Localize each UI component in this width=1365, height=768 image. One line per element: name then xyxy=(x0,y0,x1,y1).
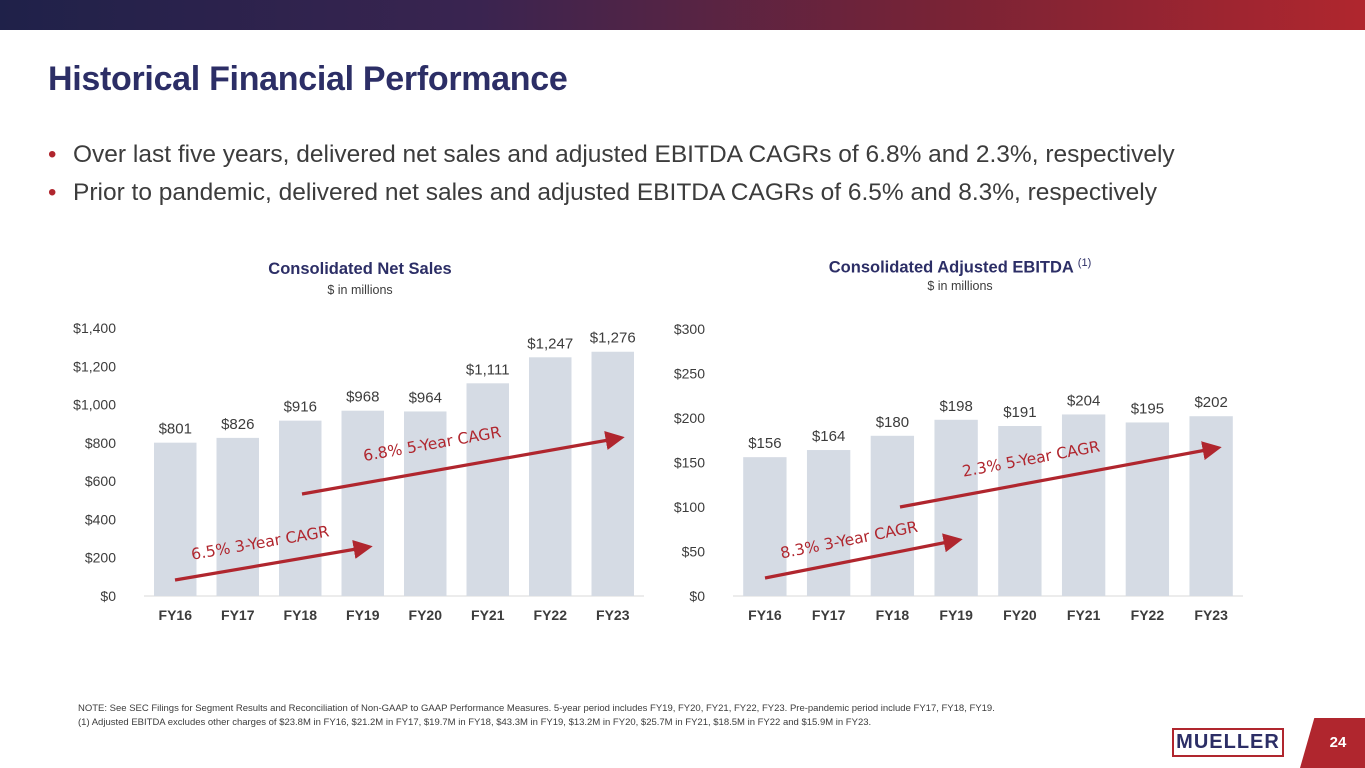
x-tick-label: FY23 xyxy=(1194,607,1228,623)
data-label: $202 xyxy=(1194,394,1227,411)
bar xyxy=(404,411,447,596)
cagr-arrow xyxy=(301,431,625,496)
net-sales-chart: Consolidated Net Sales $ in millions $0 $… xyxy=(60,255,660,635)
top-banner xyxy=(0,0,1365,30)
cagr-arrow xyxy=(899,441,1222,509)
y-tick-label: $0 xyxy=(100,588,116,604)
data-label: $916 xyxy=(284,399,317,416)
y-tick-label: $200 xyxy=(85,550,116,566)
y-tick-label: $1,000 xyxy=(73,397,116,413)
bar xyxy=(1189,416,1233,596)
x-tick-label: FY20 xyxy=(1003,607,1037,623)
data-label: $204 xyxy=(1067,392,1100,409)
y-tick-label: $250 xyxy=(674,366,705,382)
bar xyxy=(591,351,634,596)
footnotes: NOTE: See SEC Filings for Segment Result… xyxy=(78,702,995,730)
adjusted-ebitda-chart: Consolidated Adjusted EBITDA (1) $ in mi… xyxy=(660,252,1260,632)
x-tick-label: FY22 xyxy=(534,607,568,623)
data-label: $801 xyxy=(159,421,192,438)
bar xyxy=(154,442,197,596)
y-tick-label: $300 xyxy=(674,321,705,337)
x-tick-label: FY21 xyxy=(1067,607,1101,623)
x-tick-label: FY20 xyxy=(409,607,443,623)
y-tick-label: $200 xyxy=(674,410,705,426)
x-tick-label: FY19 xyxy=(939,607,973,623)
chart-title-text: Consolidated Net Sales xyxy=(268,260,452,278)
x-tick-label: FY18 xyxy=(876,607,910,623)
y-tick-label: $150 xyxy=(674,455,705,471)
bar xyxy=(998,426,1042,596)
bar xyxy=(341,410,384,596)
x-tick-label: FY18 xyxy=(284,607,318,623)
bullet-item: • Over last five years, delivered net sal… xyxy=(48,136,1175,174)
x-tick-label: FY16 xyxy=(159,607,193,623)
data-label: $156 xyxy=(748,435,781,452)
x-tick-label: FY22 xyxy=(1131,607,1165,623)
bar xyxy=(806,450,851,596)
x-tick-label: FY21 xyxy=(471,607,505,623)
x-tick-label: FY23 xyxy=(596,607,630,623)
note-line: (1) Adjusted EBITDA excludes other charg… xyxy=(78,717,872,728)
data-label: $180 xyxy=(876,414,909,431)
page-number: 24 xyxy=(1329,734,1347,751)
y-tick-label: $1,400 xyxy=(73,320,116,336)
bar xyxy=(743,457,787,596)
chart-title: Consolidated Adjusted EBITDA (1) xyxy=(660,257,1260,278)
bar xyxy=(466,383,509,596)
note-line: NOTE: See SEC Filings for Segment Result… xyxy=(78,703,995,714)
bar xyxy=(279,420,322,596)
data-label: $195 xyxy=(1131,400,1164,417)
data-label: $1,111 xyxy=(466,361,510,378)
page-title: Historical Financial Performance xyxy=(48,60,568,98)
adjusted-ebitda-plot: $0 $50 $100 $150 $200 $250 $300 $156 FY16 $164 FY1… xyxy=(674,321,1243,623)
y-tick-label: $0 xyxy=(689,588,705,604)
x-tick-label: FY17 xyxy=(812,607,846,623)
bar xyxy=(934,419,978,596)
data-label: $968 xyxy=(346,389,379,406)
y-tick-label: $600 xyxy=(85,473,116,489)
y-tick-label: $100 xyxy=(674,499,705,515)
cagr-arrow xyxy=(764,533,963,580)
y-tick-label: $400 xyxy=(85,511,116,527)
chart-subtitle: $ in millions xyxy=(927,279,993,293)
data-label: $1,276 xyxy=(590,330,636,347)
data-label: $826 xyxy=(221,416,254,433)
x-tick-label: FY17 xyxy=(221,607,255,623)
y-tick-label: $1,200 xyxy=(73,358,116,374)
data-label: $1,247 xyxy=(527,335,573,352)
x-tick-label: FY16 xyxy=(748,607,782,623)
chart-title-text: Consolidated Adjusted EBITDA xyxy=(828,258,1074,277)
bar xyxy=(1125,422,1170,596)
chart-title: Consolidated Net Sales xyxy=(60,260,660,279)
data-label: $191 xyxy=(1003,404,1036,421)
company-logo: MUELLER xyxy=(1172,728,1284,757)
chart-title-footnote: (1) xyxy=(1077,257,1092,269)
bullet-list: • Over last five years, delivered net sal… xyxy=(48,136,1175,212)
bullet-text: Prior to pandemic, delivered net sales a… xyxy=(73,179,1158,206)
data-label: $164 xyxy=(812,428,845,445)
data-label: $964 xyxy=(409,389,442,406)
data-label: $198 xyxy=(939,398,972,415)
bullet-item: • Prior to pandemic, delivered net sales … xyxy=(48,174,1175,212)
cagr-arrow xyxy=(174,539,373,582)
bullet-dot-icon: • xyxy=(48,179,57,206)
bullet-dot-icon: • xyxy=(48,141,57,168)
logo-text: MUELLER xyxy=(1176,731,1280,753)
chart-subtitle: $ in millions xyxy=(327,283,393,297)
bar xyxy=(870,435,915,596)
bullet-text: Over last five years, delivered net sale… xyxy=(73,141,1175,168)
x-tick-label: FY19 xyxy=(346,607,380,623)
bar xyxy=(1061,414,1106,596)
bar xyxy=(529,357,572,596)
net-sales-plot: $0 $200 $400 $600 $800 $1,000 $1,200 $1,400 $801… xyxy=(73,320,644,623)
y-tick-label: $50 xyxy=(682,544,706,560)
y-tick-label: $800 xyxy=(85,435,116,451)
